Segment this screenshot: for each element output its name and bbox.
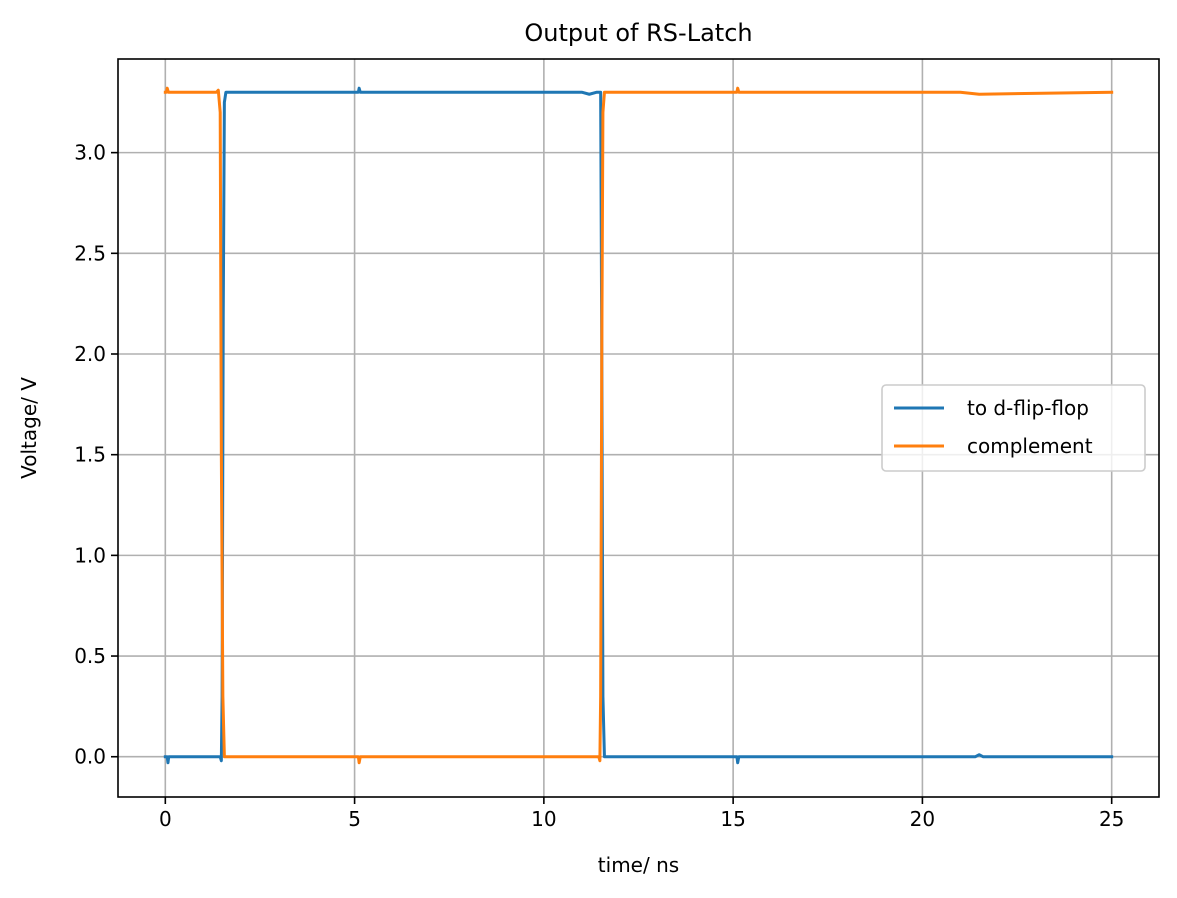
series-line-0 xyxy=(163,86,1114,765)
legend-label-0: to d-flip-flop xyxy=(967,396,1089,420)
series-line-1 xyxy=(163,86,1114,765)
plot-frame xyxy=(117,58,1160,798)
y-tick-label: 3.0 xyxy=(74,141,106,165)
x-tick-label: 5 xyxy=(348,807,361,831)
legend: to d-flip-flop complement xyxy=(881,384,1146,472)
x-tick-label: 25 xyxy=(1099,807,1124,831)
y-tick-label: 0.5 xyxy=(74,644,106,668)
series-layer xyxy=(163,86,1114,765)
legend-label-1: complement xyxy=(967,434,1093,458)
x-tick-label: 15 xyxy=(720,807,745,831)
ticks: 0 5 10 15 20 25 0.0 0.5 1.0 1.5 2.0 2.5 3.0 xyxy=(74,141,1124,831)
legend-box xyxy=(881,384,1146,472)
x-tick-label: 20 xyxy=(910,807,935,831)
x-tick-label: 10 xyxy=(531,807,556,831)
x-axis-label: time/ ns xyxy=(598,853,679,877)
x-tick-label: 0 xyxy=(159,807,172,831)
y-axis-label: Voltage/ V xyxy=(17,377,41,479)
y-tick-label: 2.5 xyxy=(74,241,106,265)
chart-title: Output of RS-Latch xyxy=(524,19,752,47)
y-tick-label: 1.5 xyxy=(74,443,106,467)
y-tick-label: 2.0 xyxy=(74,342,106,366)
y-tick-label: 0.0 xyxy=(74,745,106,769)
y-tick-label: 1.0 xyxy=(74,543,106,567)
